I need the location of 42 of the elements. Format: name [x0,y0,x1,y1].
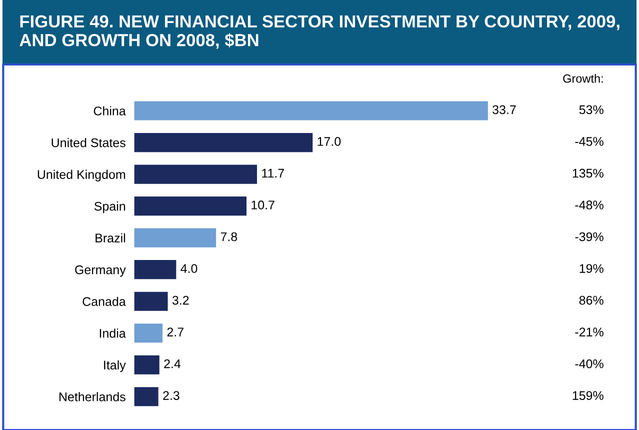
text: -45% [575,137,604,146]
y-tick-label: Italy [104,360,126,372]
y-tick-label: United Kingdom [38,170,126,182]
bar [134,164,257,184]
data-label: 10.7 [252,200,274,210]
text: -21% [575,328,604,336]
bar [134,355,160,374]
data-label: 2.4 [164,359,181,368]
text: -40% [575,359,604,368]
bar [134,260,176,280]
bar [134,228,216,248]
bar [134,387,158,406]
y-tick-label: China [94,106,126,116]
text: 19% [580,264,604,273]
text: 135% [572,168,604,178]
data-label: 3.2 [172,296,189,305]
data-label: 4.0 [180,264,198,273]
chart-title: FIGURE 49. NEW FINANCIAL SECTOR INVESTMENT BY COUNTRY, 2009, AND GROWTH ON 2008, $BN [20,15,620,49]
y-tick-label: Germany [75,265,126,277]
text: 159% [572,391,604,400]
text: 53% [579,105,604,114]
y-tick-label: Canada [82,296,126,306]
data-label: 11.7 [262,168,284,178]
bar [134,292,168,311]
text: -48% [575,200,604,210]
y-tick-label: Brazil [96,233,126,242]
y-tick-label: India [100,328,126,338]
data-label: 33.7 [492,105,516,114]
y-tick-label: United States [52,138,126,148]
bar [134,101,488,120]
y-tick-label: Spain [94,202,126,214]
data-label: 2.3 [163,391,180,400]
data-label: 7.8 [220,232,238,242]
y-tick-label: Netherlands [59,392,126,402]
bar [134,324,163,343]
text: 86% [579,296,604,305]
bar [134,196,247,216]
text: -39% [575,232,604,242]
bar [134,133,313,152]
data-label: 17.0 [318,137,341,146]
text: Growth: [563,74,603,83]
data-label: 2.7 [167,328,184,336]
